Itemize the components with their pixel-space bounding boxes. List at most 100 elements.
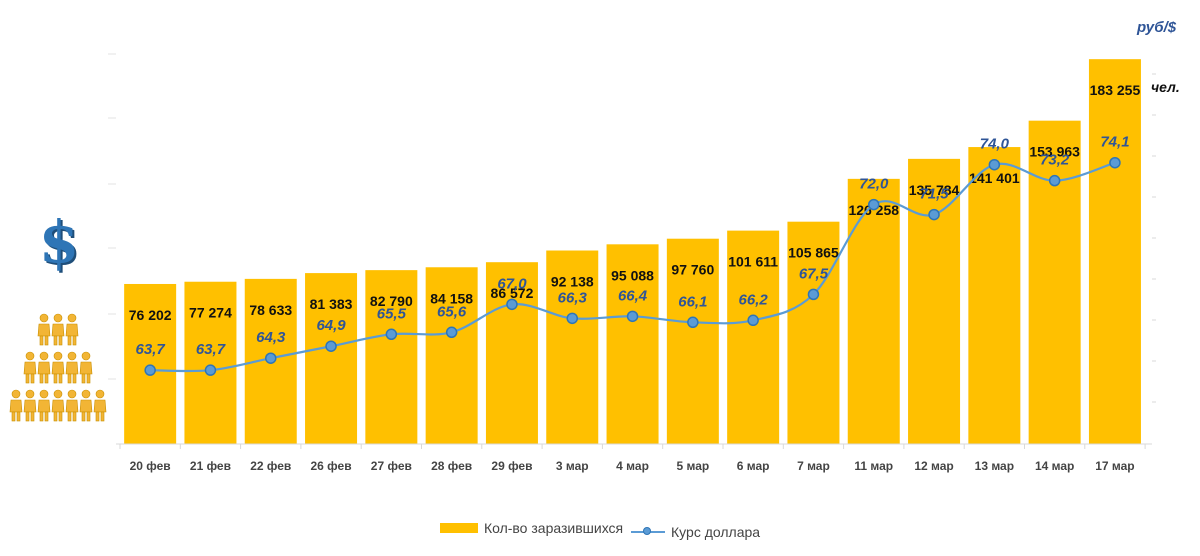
- x-tick-label: 3 мар: [556, 459, 589, 473]
- bar-value-label: 78 633: [249, 302, 292, 318]
- rate-value-label: 66,3: [558, 289, 588, 306]
- legend-line-marker: [631, 527, 666, 535]
- bar: [787, 221, 840, 444]
- person-icon: [65, 389, 79, 422]
- bar: [968, 147, 1021, 444]
- bar-value-label: 105 865: [788, 245, 839, 261]
- bar-value-labels: 76 202 77 274 78 633 81 383 82 790 84 158 86 5…: [129, 82, 1141, 323]
- rate-value-label: 66,2: [739, 291, 769, 308]
- rate-point: [445, 326, 458, 339]
- person-icon: [37, 313, 51, 346]
- bar: [1028, 120, 1081, 444]
- rate-point: [144, 364, 156, 376]
- right-axis-ticks: [1152, 73, 1156, 403]
- rate-value-label: 71,5: [919, 186, 949, 203]
- bar-value-label: 84 158: [430, 290, 473, 306]
- rate-value-label: 63,7: [136, 341, 166, 358]
- rate-points: [144, 156, 1121, 376]
- x-tick-label: 28 фев: [431, 459, 472, 473]
- bar: [365, 270, 418, 444]
- rate-value-label: 73,2: [1040, 152, 1070, 169]
- legend-label-cases: Кол-во заразившихся: [483, 520, 624, 536]
- person-icon: [37, 389, 51, 422]
- person-icon: [51, 351, 65, 384]
- rate-point: [807, 288, 820, 301]
- rate-point: [687, 316, 699, 329]
- x-axis-tick-marks: [119, 444, 1146, 449]
- rate-value-label: 74,0: [980, 136, 1010, 153]
- bar: [184, 281, 237, 444]
- bar-value-label: 82 790: [370, 293, 413, 309]
- people-unit-label: чел.: [1151, 79, 1180, 95]
- rate-value-label: 63,7: [196, 341, 226, 358]
- person-icon: [9, 389, 23, 422]
- bar: [606, 244, 659, 444]
- x-tick-label: 4 мар: [616, 459, 649, 473]
- bar: [908, 158, 961, 444]
- legend-item-cases: Кол-во заразившихся: [439, 520, 624, 536]
- people-pyramid-icon: [9, 313, 107, 422]
- rate-point: [988, 158, 1001, 171]
- bar: [1088, 59, 1141, 445]
- x-tick-label: 11 мар: [854, 459, 893, 473]
- legend-bar-swatch: [439, 523, 478, 533]
- bar-value-label: 97 760: [671, 262, 714, 278]
- svg-text:$: $: [39, 208, 79, 276]
- rate-point: [747, 314, 759, 327]
- x-tick-label: 12 мар: [914, 459, 953, 473]
- bar: [666, 238, 719, 444]
- rate-value-label: 64,3: [256, 329, 286, 346]
- rate-point: [325, 340, 337, 352]
- x-tick-label: 13 мар: [975, 459, 1014, 473]
- rate-value-label: 67,5: [799, 265, 829, 282]
- x-tick-label: 21 фев: [190, 459, 231, 473]
- rate-value-label: 66,1: [678, 293, 707, 310]
- x-tick-label: 17 мар: [1095, 459, 1134, 473]
- person-icon: [93, 389, 107, 422]
- person-icon: [23, 351, 37, 384]
- person-icon: [23, 389, 37, 422]
- x-tick-label: 7 мар: [797, 459, 830, 473]
- bar: [727, 230, 780, 444]
- rate-value-label: 65,6: [437, 303, 467, 320]
- bar-value-label: 141 401: [969, 170, 1020, 186]
- x-axis-labels: 20 фев 21 фев 22 фев 26 фев 27 фев 28 фев 29 ф…: [130, 459, 1135, 473]
- rate-point: [204, 364, 217, 376]
- rate-value-label: 65,5: [377, 305, 407, 322]
- bar-value-label: 81 383: [310, 296, 353, 312]
- x-tick-label: 5 мар: [676, 459, 709, 473]
- person-icon: [37, 351, 51, 384]
- bar-value-label: 86 572: [491, 285, 534, 301]
- rate-value-label: 67,0: [497, 275, 527, 292]
- bar: [425, 267, 478, 444]
- bar-value-label: 77 274: [189, 305, 232, 321]
- x-tick-label: 27 фев: [371, 459, 412, 473]
- bar-value-label: 135 784: [909, 182, 960, 198]
- legend-label-rate: Курс доллара: [671, 524, 761, 540]
- left-axis-ticks: [108, 53, 116, 380]
- rate-point: [868, 198, 880, 211]
- bar-series: [124, 59, 1141, 445]
- bar: [847, 178, 900, 444]
- rate-value-label: 72,0: [859, 176, 889, 193]
- rate-point: [1109, 156, 1121, 169]
- person-icon: [51, 389, 65, 422]
- bar-value-label: 92 138: [551, 274, 594, 290]
- rate-point: [928, 208, 940, 221]
- svg-text:$: $: [41, 210, 81, 278]
- rate-point: [385, 328, 398, 341]
- rate-value-labels: 63,7 63,7 64,3 64,9 65,5 65,6 67,0 66,3 66,4 66,1…: [136, 134, 1130, 358]
- rate-value-label: 64,9: [316, 317, 346, 334]
- currency-unit-label: руб/$: [1136, 19, 1177, 36]
- bar-value-label: 95 088: [611, 267, 654, 283]
- x-tick-label: 26 фев: [311, 459, 352, 473]
- person-icon: [79, 389, 93, 422]
- bar: [546, 250, 599, 444]
- bar-value-label: 76 202: [129, 307, 172, 323]
- bar-value-label: 153 963: [1029, 144, 1080, 160]
- person-icon: [65, 351, 79, 384]
- legend: Кол-во заразившихся Курс доллара: [0, 520, 1200, 540]
- rate-value-label: 74,1: [1100, 134, 1129, 151]
- bar-value-label: 183 255: [1090, 82, 1141, 98]
